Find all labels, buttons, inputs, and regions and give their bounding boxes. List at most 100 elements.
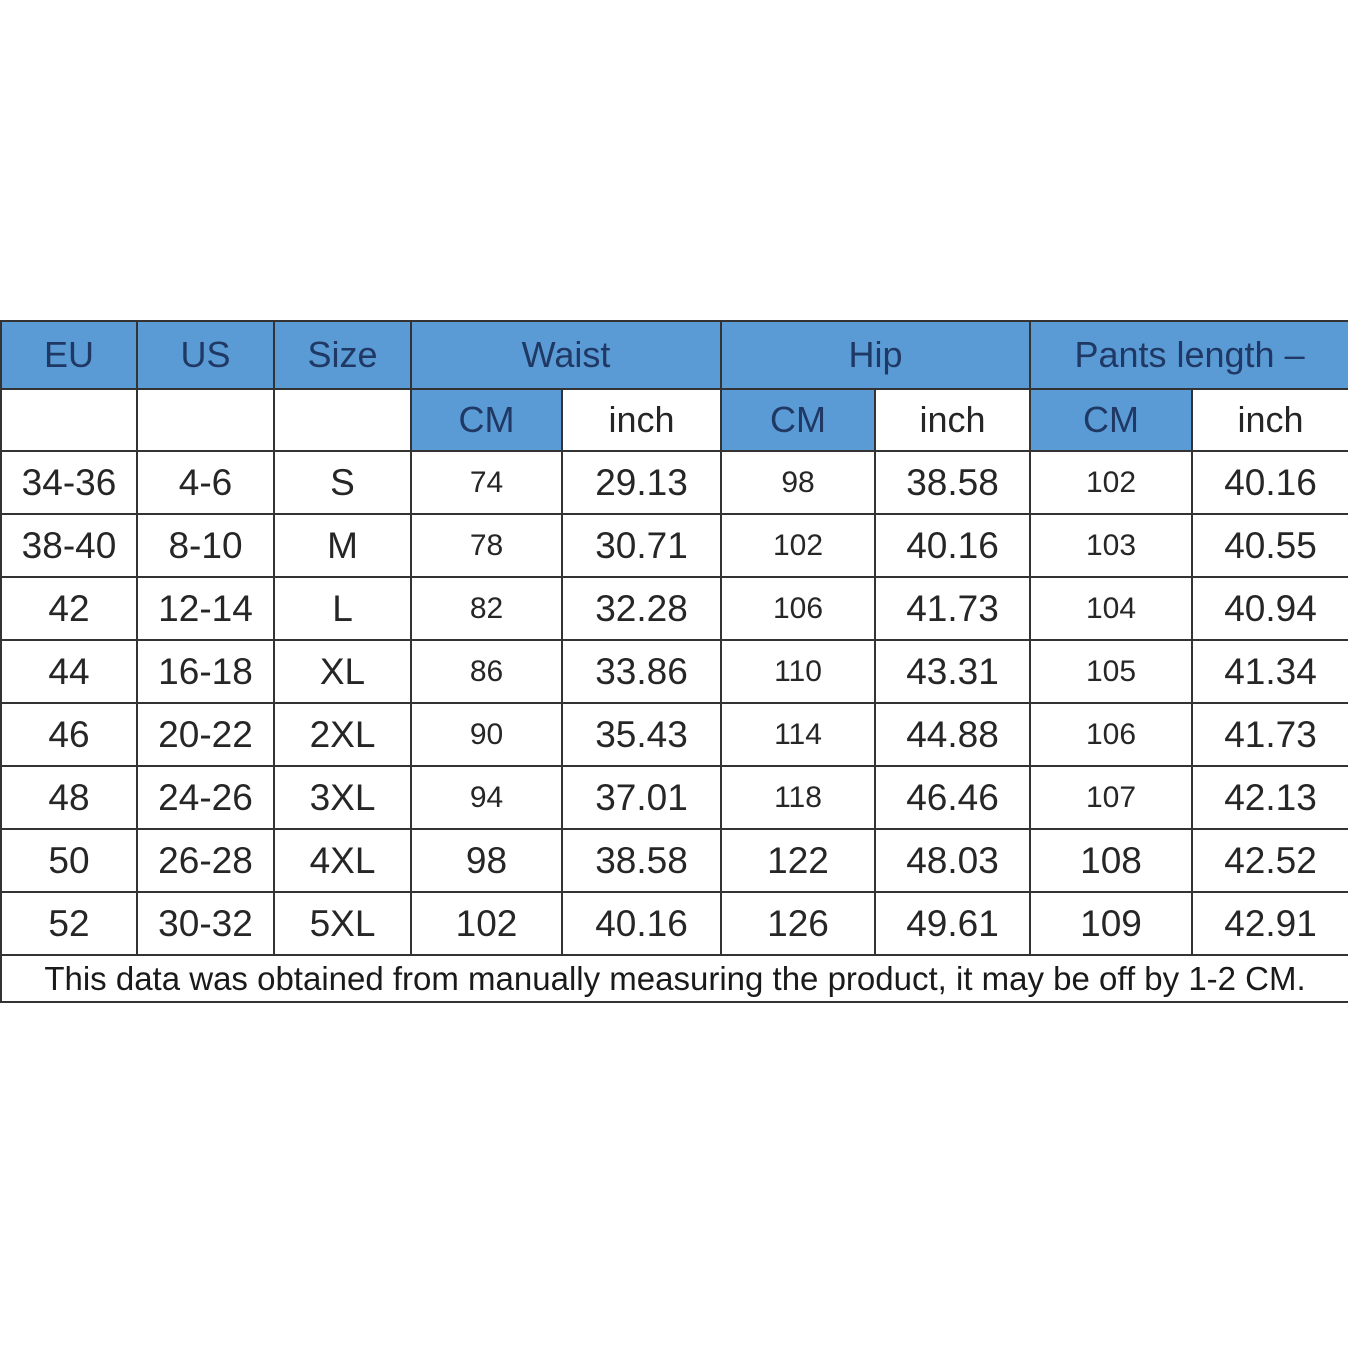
table-row: 38-40 8-10 M 78 30.71 102 40.16 103 40.55 bbox=[0, 513, 1348, 578]
cell-waist-inch: 40.16 bbox=[560, 891, 723, 956]
cell-eu: 42 bbox=[0, 576, 138, 641]
cell-waist-inch: 29.13 bbox=[560, 450, 723, 515]
size-chart-table: EU US Size Waist Hip Pants length – CM i… bbox=[0, 320, 1348, 1003]
subheader-hip-inch: inch bbox=[874, 388, 1032, 452]
cell-hip-cm: 110 bbox=[720, 639, 877, 704]
cell-waist-cm: 82 bbox=[410, 576, 563, 641]
cell-pants-inch: 41.34 bbox=[1191, 639, 1348, 704]
cell-pants-inch: 42.13 bbox=[1191, 765, 1348, 830]
cell-eu: 34-36 bbox=[0, 450, 138, 515]
cell-eu: 52 bbox=[0, 891, 138, 956]
subheader-pants-inch: inch bbox=[1191, 388, 1348, 452]
cell-waist-inch: 32.28 bbox=[560, 576, 723, 641]
cell-pants-cm: 106 bbox=[1029, 702, 1194, 767]
cell-pants-inch: 42.91 bbox=[1191, 891, 1348, 956]
cell-size: XL bbox=[273, 639, 412, 704]
cell-us: 4-6 bbox=[136, 450, 275, 515]
cell-size: M bbox=[273, 513, 412, 578]
cell-eu: 50 bbox=[0, 828, 138, 893]
cell-pants-cm: 102 bbox=[1029, 450, 1194, 515]
cell-size: L bbox=[273, 576, 412, 641]
table-row: 42 12-14 L 82 32.28 106 41.73 104 40.94 bbox=[0, 576, 1348, 641]
cell-pants-cm: 107 bbox=[1029, 765, 1194, 830]
cell-hip-cm: 98 bbox=[720, 450, 877, 515]
cell-eu: 48 bbox=[0, 765, 138, 830]
size-table-body: 34-36 4-6 S 74 29.13 98 38.58 102 40.16 38-40 8-10… bbox=[0, 450, 1348, 956]
table-row: 46 20-22 2XL 90 35.43 114 44.88 106 41.73 bbox=[0, 702, 1348, 767]
col-header-us: US bbox=[136, 320, 275, 390]
cell-size: 2XL bbox=[273, 702, 412, 767]
cell-hip-inch: 46.46 bbox=[874, 765, 1032, 830]
cell-pants-cm: 108 bbox=[1029, 828, 1194, 893]
cell-us: 16-18 bbox=[136, 639, 275, 704]
cell-waist-cm: 102 bbox=[410, 891, 563, 956]
cell-size: 5XL bbox=[273, 891, 412, 956]
cell-hip-cm: 102 bbox=[720, 513, 877, 578]
cell-hip-cm: 118 bbox=[720, 765, 877, 830]
cell-waist-inch: 38.58 bbox=[560, 828, 723, 893]
table-row: 44 16-18 XL 86 33.86 110 43.31 105 41.34 bbox=[0, 639, 1348, 704]
subheader-hip-cm: CM bbox=[720, 388, 877, 452]
cell-waist-cm: 94 bbox=[410, 765, 563, 830]
cell-us: 26-28 bbox=[136, 828, 275, 893]
cell-size: 4XL bbox=[273, 828, 412, 893]
cell-pants-cm: 104 bbox=[1029, 576, 1194, 641]
subheader-waist-cm: CM bbox=[410, 388, 563, 452]
subheader-waist-inch: inch bbox=[560, 388, 723, 452]
cell-hip-inch: 43.31 bbox=[874, 639, 1032, 704]
cell-size: 3XL bbox=[273, 765, 412, 830]
cell-hip-inch: 38.58 bbox=[874, 450, 1032, 515]
cell-pants-cm: 109 bbox=[1029, 891, 1194, 956]
cell-size: S bbox=[273, 450, 412, 515]
cell-eu: 38-40 bbox=[0, 513, 138, 578]
col-header-eu: EU bbox=[0, 320, 138, 390]
cell-eu: 44 bbox=[0, 639, 138, 704]
cell-hip-cm: 126 bbox=[720, 891, 877, 956]
cell-pants-inch: 40.94 bbox=[1191, 576, 1348, 641]
measurement-note: This data was obtained from manually mea… bbox=[0, 954, 1348, 1003]
cell-waist-inch: 37.01 bbox=[560, 765, 723, 830]
cell-waist-inch: 35.43 bbox=[560, 702, 723, 767]
cell-pants-inch: 41.73 bbox=[1191, 702, 1348, 767]
cell-pants-inch: 42.52 bbox=[1191, 828, 1348, 893]
table-row: 48 24-26 3XL 94 37.01 118 46.46 107 42.13 bbox=[0, 765, 1348, 830]
cell-us: 8-10 bbox=[136, 513, 275, 578]
note-row: This data was obtained from manually mea… bbox=[0, 954, 1348, 1003]
subheader-row: CM inch CM inch CM inch bbox=[0, 388, 1348, 452]
cell-hip-cm: 106 bbox=[720, 576, 877, 641]
table-row: 34-36 4-6 S 74 29.13 98 38.58 102 40.16 bbox=[0, 450, 1348, 515]
cell-hip-inch: 49.61 bbox=[874, 891, 1032, 956]
subheader-blank-eu bbox=[0, 388, 138, 452]
cell-hip-cm: 114 bbox=[720, 702, 877, 767]
cell-waist-inch: 30.71 bbox=[560, 513, 723, 578]
subheader-pants-cm: CM bbox=[1029, 388, 1194, 452]
table-row: 50 26-28 4XL 98 38.58 122 48.03 108 42.52 bbox=[0, 828, 1348, 893]
cell-pants-inch: 40.55 bbox=[1191, 513, 1348, 578]
subheader-blank-size bbox=[273, 388, 412, 452]
cell-pants-cm: 103 bbox=[1029, 513, 1194, 578]
cell-waist-cm: 90 bbox=[410, 702, 563, 767]
col-header-waist: Waist bbox=[409, 320, 723, 390]
col-header-hip: Hip bbox=[720, 320, 1032, 390]
col-header-pants-length: Pants length – bbox=[1029, 320, 1348, 390]
cell-hip-cm: 122 bbox=[720, 828, 877, 893]
cell-eu: 46 bbox=[0, 702, 138, 767]
cell-us: 24-26 bbox=[136, 765, 275, 830]
cell-us: 30-32 bbox=[136, 891, 275, 956]
cell-hip-inch: 40.16 bbox=[874, 513, 1032, 578]
cell-hip-inch: 48.03 bbox=[874, 828, 1032, 893]
subheader-blank-us bbox=[136, 388, 275, 452]
cell-hip-inch: 41.73 bbox=[874, 576, 1032, 641]
cell-waist-cm: 86 bbox=[410, 639, 563, 704]
cell-us: 20-22 bbox=[136, 702, 275, 767]
cell-us: 12-14 bbox=[136, 576, 275, 641]
cell-hip-inch: 44.88 bbox=[874, 702, 1032, 767]
cell-waist-cm: 98 bbox=[410, 828, 563, 893]
cell-waist-inch: 33.86 bbox=[560, 639, 723, 704]
cell-waist-cm: 78 bbox=[410, 513, 563, 578]
table-row: 52 30-32 5XL 102 40.16 126 49.61 109 42.91 bbox=[0, 891, 1348, 956]
col-header-size: Size bbox=[273, 320, 412, 390]
cell-waist-cm: 74 bbox=[410, 450, 563, 515]
cell-pants-inch: 40.16 bbox=[1191, 450, 1348, 515]
